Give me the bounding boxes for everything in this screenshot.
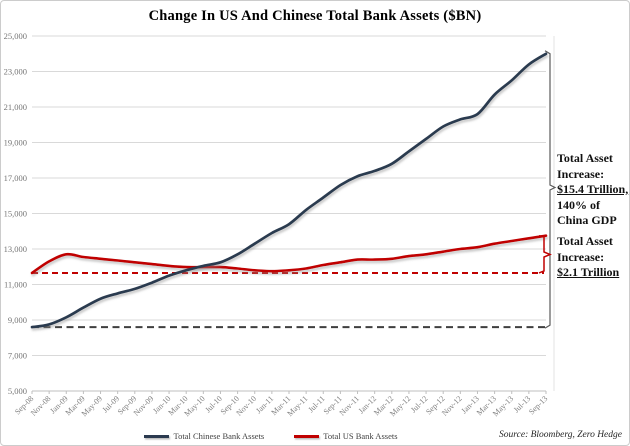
- y-tick-label: 23,000: [4, 66, 27, 76]
- legend-item-china: Total Chinese Bank Assets: [144, 431, 264, 441]
- annotation-line: Total Asset: [557, 234, 613, 248]
- y-tick-label: 9,000: [8, 315, 27, 325]
- legend-swatch-china-line: [144, 434, 170, 438]
- legend-item-us: Total US Bank Assets: [294, 431, 398, 441]
- y-tick-label: 25,000: [4, 31, 27, 41]
- annotation-line-underlined: $2.1 Trillion: [557, 265, 620, 279]
- annotation-line: 140% of: [557, 197, 600, 212]
- x-tick-label: Sep-13: [527, 394, 549, 416]
- annotation-line: Total Asset: [557, 151, 613, 165]
- y-tick-label: 21,000: [4, 102, 27, 112]
- y-tick-label: 5,000: [8, 386, 27, 396]
- annotation-us-total-asset-increase: Total Asset Increase: $2.1 Trillion: [557, 234, 629, 281]
- annotation-china-total-asset-increase: Total Asset Increase: $15.4 Trillion, 14…: [557, 151, 629, 229]
- y-tick-label: 19,000: [4, 137, 27, 147]
- series-line-china: [30, 52, 548, 329]
- annotation-line: Increase:: [557, 249, 605, 264]
- legend: Total Chinese Bank Assets Total US Bank …: [1, 431, 541, 441]
- annotation-line: China GDP: [557, 213, 617, 227]
- y-tick-label: 15,000: [4, 208, 27, 218]
- y-tick-label: 11,000: [4, 279, 27, 289]
- annotation-line-underlined: $15.4 Trillion,: [557, 182, 629, 196]
- source-credit: Source: Bloomberg, Zero Hedge: [499, 430, 622, 440]
- chart-title: Change In US And Chinese Total Bank Asse…: [148, 8, 482, 24]
- legend-label-us: Total US Bank Assets: [323, 431, 398, 441]
- bracket-us-increase: [538, 234, 552, 274]
- y-tick-label: 17,000: [4, 173, 27, 183]
- x-tick-label: Nov-11: [338, 394, 361, 417]
- legend-swatch-us-line: [294, 434, 320, 438]
- legend-label-china: Total Chinese Bank Assets: [173, 431, 265, 441]
- bracket-china-increase: [544, 50, 557, 329]
- y-tick-label: 7,000: [8, 350, 27, 360]
- annotation-line: Increase:: [557, 166, 605, 181]
- y-tick-label: 13,000: [4, 244, 27, 254]
- series-line-us: [30, 234, 548, 275]
